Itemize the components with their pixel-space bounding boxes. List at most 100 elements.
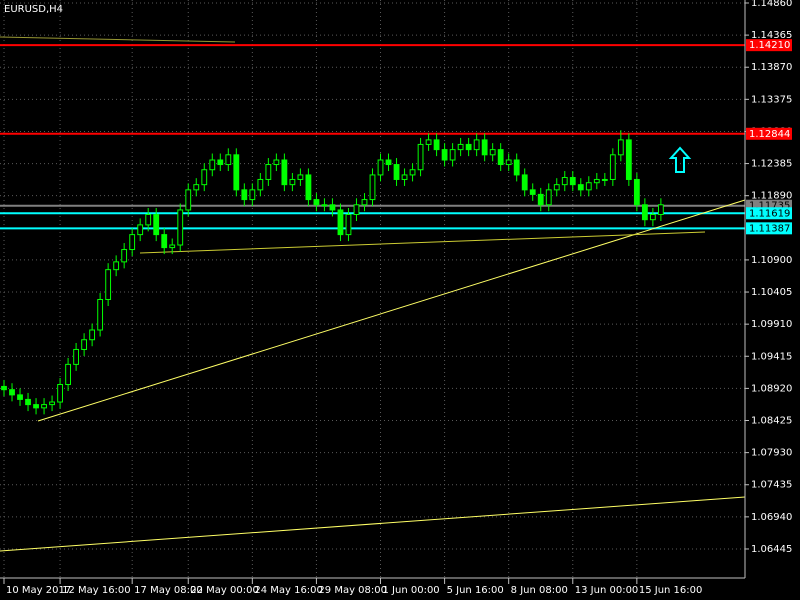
level-tag [746, 127, 792, 140]
candle-body [625, 139, 632, 180]
candle-body [137, 224, 144, 236]
candle-body [561, 177, 568, 186]
candle-body [9, 389, 15, 396]
y-tick-label: 1.10900 [751, 255, 792, 266]
x-tick-label: 13 Jun 00:00 [575, 585, 639, 596]
candle-body [377, 159, 384, 176]
candle-body [257, 178, 264, 191]
candle-body [409, 169, 416, 176]
x-tick-label: 5 Jun 16:00 [447, 585, 504, 596]
candle-body [369, 174, 376, 201]
candle-body [73, 348, 80, 365]
grid [0, 0, 745, 578]
level-label: 1.12844 [749, 129, 790, 140]
candle-body [177, 209, 184, 246]
candle-body [33, 404, 39, 409]
candle-body [321, 204, 328, 207]
candle-body [193, 184, 200, 191]
candle-body [297, 174, 304, 180]
y-tick-label: 1.14860 [751, 0, 792, 9]
candle-body [361, 199, 368, 206]
candle-body [385, 159, 392, 166]
candle-body [513, 159, 520, 176]
candle-body [97, 298, 104, 331]
candle-body [473, 139, 480, 151]
candle-body [233, 154, 240, 191]
candle-body [505, 159, 512, 166]
candle-body [81, 339, 88, 350]
y-tick-label: 1.10405 [751, 287, 792, 298]
level-tag [746, 39, 792, 52]
candle-body [249, 189, 256, 201]
candle-body [497, 149, 504, 166]
y-tick-label: 1.09910 [751, 319, 792, 330]
candle-body [305, 174, 312, 201]
candle-body [89, 329, 96, 341]
level-label: 1.11387 [749, 223, 790, 234]
x-tick-label: 10 May 2017 [6, 585, 71, 596]
candle-body [585, 182, 592, 191]
up-arrow [668, 146, 692, 173]
candle-body [337, 209, 344, 236]
candle-body [281, 159, 288, 186]
candle-body [489, 149, 496, 156]
candle-body [641, 204, 648, 221]
x-tick-label: 17 May 08:00 [134, 585, 203, 596]
candle-body [57, 383, 63, 403]
candle-body [225, 154, 232, 166]
candle-body [265, 164, 272, 180]
x-tick-label: 22 May 00:00 [190, 585, 259, 596]
candle-body [481, 139, 488, 156]
candle-body [577, 184, 584, 191]
candle-body [153, 214, 160, 236]
candle-body [329, 204, 336, 211]
y-tick-label: 1.07435 [751, 480, 792, 491]
candle-body [433, 139, 440, 151]
candle-body [1, 385, 7, 391]
candle-body [345, 214, 352, 236]
x-tick-label: 24 May 16:00 [254, 585, 323, 596]
y-tick-label: 1.12385 [751, 159, 792, 170]
candle-body [241, 189, 248, 201]
candle-body [609, 154, 616, 180]
y-tick-label: 1.07930 [751, 448, 792, 459]
candle-body [41, 404, 47, 409]
y-tick-label: 1.13375 [751, 94, 792, 105]
candle-body [617, 139, 624, 156]
candle-body [121, 249, 128, 263]
trend-line [0, 36, 236, 43]
level-label: 1.11735 [749, 201, 790, 212]
chart-title: EURUSD,H4 [4, 4, 63, 15]
candle-body [529, 189, 536, 195]
candle-body [657, 204, 664, 216]
candle-body [537, 193, 544, 206]
candle-body [145, 214, 152, 226]
x-tick-label: 8 Jun 08:00 [511, 585, 568, 596]
candle-body [393, 164, 400, 180]
y-tick-label: 1.08425 [751, 416, 792, 427]
candle-body [457, 143, 464, 151]
candle-body [401, 174, 408, 180]
candle-body [169, 244, 176, 249]
candle-body [49, 401, 55, 406]
level-label: 1.14210 [749, 40, 790, 51]
y-tick-label: 1.06940 [751, 512, 792, 523]
candle-body [601, 178, 608, 181]
candle-body [25, 398, 31, 406]
y-tick-label: 1.06445 [751, 544, 792, 555]
x-tick-label: 15 Jun 16:00 [639, 585, 703, 596]
candle-body [313, 199, 320, 206]
x-tick-label: 29 May 08:00 [318, 585, 387, 596]
candle-body [353, 204, 360, 216]
candle-body [273, 159, 280, 166]
level-tag [746, 222, 792, 235]
trend-line [139, 231, 706, 254]
candle-body [425, 139, 432, 145]
axis-labels: 1.148601.143651.138701.133751.128801.123… [3, 0, 792, 596]
x-tick-label: 12 May 16:00 [62, 585, 131, 596]
candle-body [449, 149, 456, 161]
